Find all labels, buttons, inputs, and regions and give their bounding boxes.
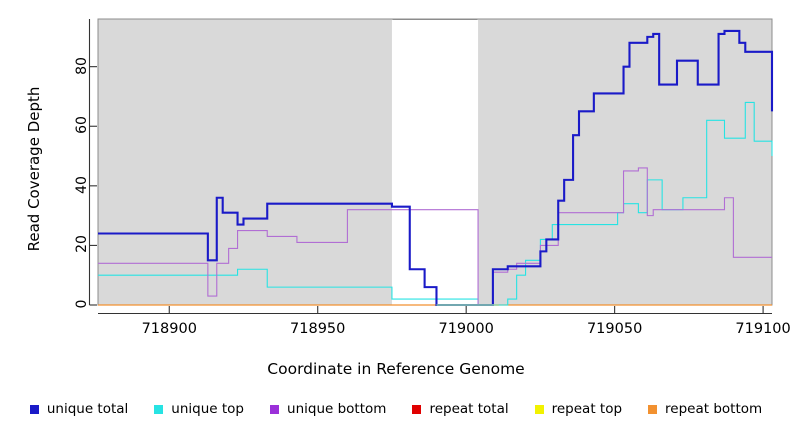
- y-tick-label-0: 0: [74, 299, 90, 309]
- x-axis-title: Coordinate in Reference Genome: [267, 360, 525, 378]
- x-tick-label-719000: 719000: [438, 321, 494, 337]
- y-tick-label-80: 80: [74, 56, 90, 75]
- x-tick-label-719050: 719050: [586, 321, 643, 337]
- series-line-unique-total: [98, 29, 774, 307]
- y-tick-label-60: 60: [74, 116, 90, 135]
- legend-item-unique-bottom[interactable]: unique bottom: [270, 401, 386, 417]
- legend-label: repeat top: [551, 401, 623, 417]
- y-tick-label-20: 20: [74, 235, 90, 254]
- legend-label: unique total: [46, 401, 129, 417]
- legend-swatch-icon-unique-top: [154, 404, 164, 414]
- legend-swatch-icon-unique-total: [29, 404, 39, 414]
- series-line-unique-bottom: [98, 167, 772, 306]
- legend-label: unique top: [171, 401, 245, 417]
- no-data-gap-region: [391, 19, 479, 305]
- legend-item-repeat-bottom[interactable]: repeat bottom: [648, 401, 762, 417]
- legend-swatch-icon-repeat-top: [534, 404, 544, 414]
- y-tick-label-40: 40: [74, 175, 90, 194]
- legend-item-unique-total[interactable]: unique total: [29, 401, 129, 417]
- legend-swatch-icon-repeat-total: [412, 404, 422, 414]
- legend-swatch-icon-repeat-bottom: [648, 404, 658, 414]
- legend-label: repeat total: [429, 401, 509, 417]
- legend-item-repeat-top[interactable]: repeat top: [534, 401, 623, 417]
- legend-item-repeat-total[interactable]: repeat total: [412, 401, 509, 417]
- legend-item-unique-top[interactable]: unique top: [154, 401, 244, 417]
- legend-label: repeat bottom: [665, 401, 763, 417]
- x-tick-label-719100: 719100: [735, 321, 791, 337]
- x-tick-label-718950: 718950: [290, 321, 346, 337]
- legend-swatch-icon-unique-bottom: [270, 404, 280, 414]
- chart-legend: unique total unique top unique bottom repea…: [0, 398, 792, 420]
- x-tick-label-718900: 718900: [141, 321, 197, 337]
- legend-label: unique bottom: [287, 401, 387, 417]
